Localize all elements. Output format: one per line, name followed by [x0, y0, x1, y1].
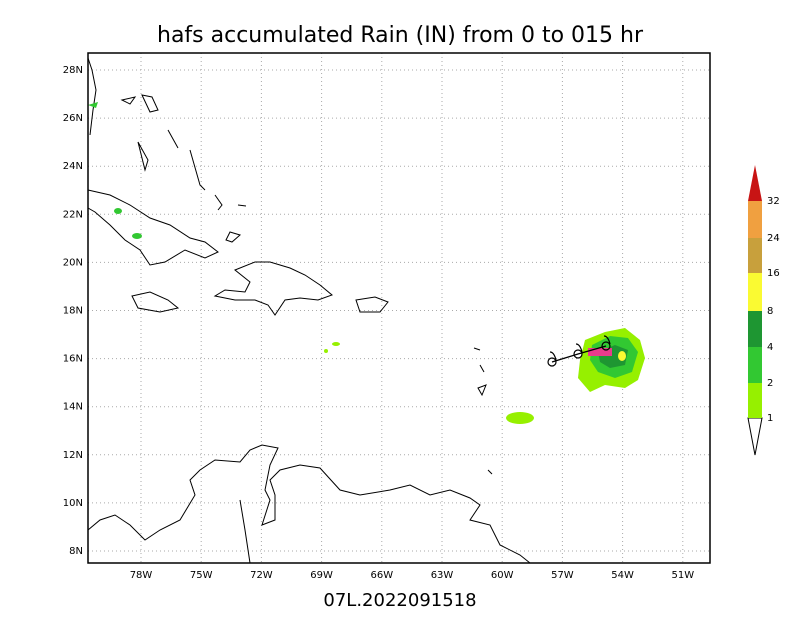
lat-label: 26N [63, 113, 83, 124]
lon-label: 54W [611, 570, 634, 581]
colorbar-low-end [747, 417, 763, 456]
lat-label: 28N [63, 65, 83, 76]
rainfall [88, 102, 645, 424]
lat-label: 24N [63, 161, 83, 172]
colorbar-segment [748, 238, 762, 273]
lon-label: 72W [250, 570, 273, 581]
puerto-rico [355, 296, 389, 313]
colorbar-segment [748, 273, 762, 311]
storm-track [547, 335, 611, 367]
colorbar-label: 2 [767, 378, 773, 389]
colorbar-label: 16 [767, 268, 780, 279]
cuba [87, 189, 219, 266]
colorbar-label: 8 [767, 306, 773, 317]
lesser-antilles [473, 347, 493, 475]
rain-area [88, 102, 98, 108]
rain-area [332, 342, 340, 346]
lon-label: 66W [370, 570, 393, 581]
rain-area [506, 412, 534, 424]
colorbar-segment [748, 347, 762, 383]
colorbar-label: 1 [767, 413, 773, 424]
colorbar-segment [748, 311, 762, 347]
lon-label: 75W [190, 570, 213, 581]
florida [87, 57, 97, 136]
lon-label: 69W [310, 570, 333, 581]
bahamas [120, 94, 247, 243]
grid [88, 53, 710, 563]
lat-label: 22N [63, 209, 83, 220]
lat-label: 10N [63, 498, 83, 509]
colorbar-label: 4 [767, 342, 773, 353]
lon-label: 60W [491, 570, 514, 581]
storm-symbol [547, 351, 557, 367]
storm-symbol [601, 335, 611, 351]
lake-maracaibo [239, 499, 251, 564]
colorbar-label: 24 [767, 233, 780, 244]
title: hafs accumulated Rain (IN) from 0 to 015… [157, 23, 644, 48]
rain-area [114, 208, 122, 214]
lon-label: 63W [431, 570, 454, 581]
lat-label: 18N [63, 306, 83, 317]
lon-label: 51W [671, 570, 694, 581]
rain-area [132, 233, 142, 239]
lat-label: 14N [63, 402, 83, 413]
lon-label: 78W [130, 570, 153, 581]
coastlines [87, 57, 531, 564]
lat-label: 8N [69, 546, 83, 557]
rain-area [324, 349, 328, 353]
lon-label: 57W [551, 570, 574, 581]
track-line [551, 345, 607, 363]
rain-area [618, 351, 626, 361]
colorbar-high-end [748, 165, 762, 201]
storm-symbol [573, 343, 583, 359]
colorbar-label: 32 [767, 196, 780, 207]
colorbar-segment [748, 201, 762, 238]
hispaniola [213, 261, 333, 316]
jamaica [131, 291, 180, 313]
rain-area [588, 348, 612, 356]
lat-label: 16N [63, 354, 83, 365]
south-america [87, 444, 531, 564]
lat-label: 12N [63, 450, 83, 461]
colorbar-segment [748, 383, 762, 418]
lat-label: 20N [63, 257, 83, 268]
map-frame [87, 52, 711, 564]
footer: 07L.2022091518 [323, 590, 476, 611]
